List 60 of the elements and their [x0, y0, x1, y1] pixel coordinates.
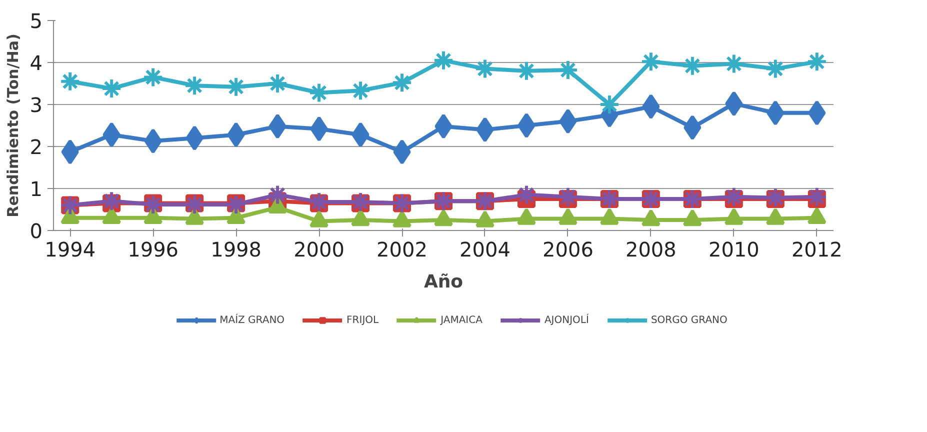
point	[474, 58, 496, 80]
x-tick-label: 2010	[708, 238, 760, 262]
point	[559, 108, 577, 134]
point	[723, 53, 744, 74]
point	[144, 128, 162, 154]
point	[268, 114, 286, 139]
point	[434, 114, 452, 139]
y-tick-label: 5	[30, 9, 43, 33]
legend-label: MAÍZ GRANO	[220, 314, 285, 326]
point	[101, 78, 122, 100]
x-tick-label: 2000	[294, 238, 344, 262]
point	[764, 58, 786, 80]
point	[557, 186, 578, 208]
y-tick-label: 2	[30, 135, 43, 159]
x-tick-label: 2006	[542, 238, 594, 262]
x-tick-label: 1998	[210, 238, 262, 262]
point	[392, 72, 413, 94]
point	[186, 126, 204, 151]
point	[267, 73, 288, 94]
point	[60, 70, 81, 92]
point	[808, 100, 826, 126]
y-tick-label: 3	[30, 93, 43, 117]
point	[433, 50, 454, 71]
point	[476, 117, 494, 142]
y-tick-label: 0	[30, 219, 43, 243]
point	[682, 55, 703, 76]
point	[518, 113, 536, 138]
point	[227, 122, 245, 148]
x-tick-label: 2012	[791, 238, 842, 262]
point	[725, 91, 743, 116]
point	[766, 100, 784, 126]
legend-label: JAMAICA	[440, 314, 482, 326]
x-tick-label: 1996	[128, 238, 179, 262]
legend-label: SORGO GRANO	[650, 314, 728, 326]
x-tick-label: 1994	[44, 238, 96, 262]
point	[267, 184, 288, 206]
point	[101, 190, 122, 212]
point	[308, 82, 330, 104]
x-axis-title: Año	[424, 272, 464, 292]
x-tick-label: 2004	[460, 238, 510, 262]
point	[393, 139, 411, 164]
point	[684, 115, 702, 140]
point	[640, 51, 662, 72]
y-axis-title: Rendimiento (Ton/Ha)	[4, 34, 22, 218]
point	[142, 66, 164, 88]
point	[642, 94, 660, 120]
point	[310, 116, 328, 142]
x-tick-label: 2002	[376, 238, 428, 262]
y-tick-label: 4	[30, 51, 43, 75]
legend-label: FRIJOL	[346, 314, 379, 326]
point	[350, 80, 372, 102]
point	[102, 122, 120, 148]
x-tick-label: 2008	[626, 238, 676, 262]
y-tick-label: 1	[30, 177, 43, 201]
point	[806, 51, 828, 72]
point	[598, 94, 620, 115]
point	[516, 184, 537, 206]
legend-label: AJONJOLÍ	[544, 314, 589, 326]
point	[61, 139, 79, 164]
point	[352, 122, 370, 148]
